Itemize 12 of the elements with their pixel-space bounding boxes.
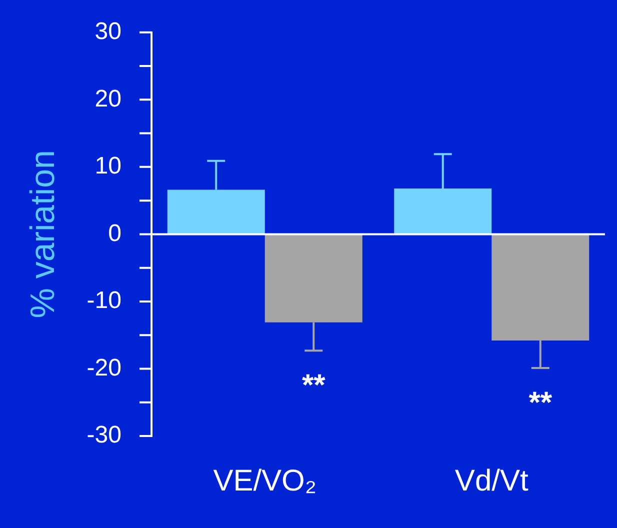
y-tick-label: 20 — [94, 85, 122, 112]
y-tick-label: 30 — [94, 18, 122, 46]
y-tick-label: -10 — [86, 287, 122, 314]
y-axis-title: % variation — [24, 150, 62, 318]
y-tick-label: -20 — [86, 354, 122, 382]
annotation: ** — [528, 386, 552, 420]
x-tick-label: VE/VO₂ — [213, 464, 317, 498]
x-tick-label: Vd/Vt — [454, 464, 529, 498]
y-tick-label: 10 — [94, 152, 122, 180]
annotation: ** — [302, 368, 326, 402]
y-tick-label: -30 — [86, 422, 122, 449]
y-tick-label: 0 — [108, 220, 122, 247]
